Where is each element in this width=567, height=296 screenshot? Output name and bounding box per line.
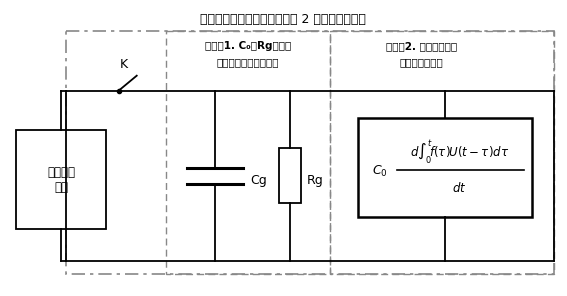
Text: 介质极化示意图: 介质极化示意图 — [399, 57, 443, 67]
Bar — [279, 149, 301, 203]
Bar — [358, 118, 532, 217]
Bar — [66, 31, 553, 274]
Text: 虚线框1. C₀、Rg分别为: 虚线框1. C₀、Rg分别为 — [205, 41, 291, 51]
Text: $C_0$: $C_0$ — [371, 164, 387, 179]
Text: 直流脉冲
电源: 直流脉冲 电源 — [47, 166, 75, 194]
Text: 油纸绝缘极化等效电路模型由 2 个虚线部分组成: 油纸绝缘极化等效电路模型由 2 个虚线部分组成 — [200, 13, 366, 26]
Text: 虚线框2. 油纸绝缘系统: 虚线框2. 油纸绝缘系统 — [386, 41, 457, 51]
Bar — [16, 130, 106, 229]
Text: K: K — [120, 58, 128, 71]
Text: Cg: Cg — [250, 174, 267, 187]
Text: 绝缘体几何电容和电阻: 绝缘体几何电容和电阻 — [217, 57, 280, 67]
Bar — [166, 31, 330, 274]
Text: $d\int_0^t\!f(\tau)U(t-\tau)d\tau$: $d\int_0^t\!f(\tau)U(t-\tau)d\tau$ — [410, 138, 509, 166]
Bar — [330, 31, 553, 274]
Text: Rg: Rg — [307, 174, 324, 187]
Text: $dt$: $dt$ — [452, 181, 467, 195]
